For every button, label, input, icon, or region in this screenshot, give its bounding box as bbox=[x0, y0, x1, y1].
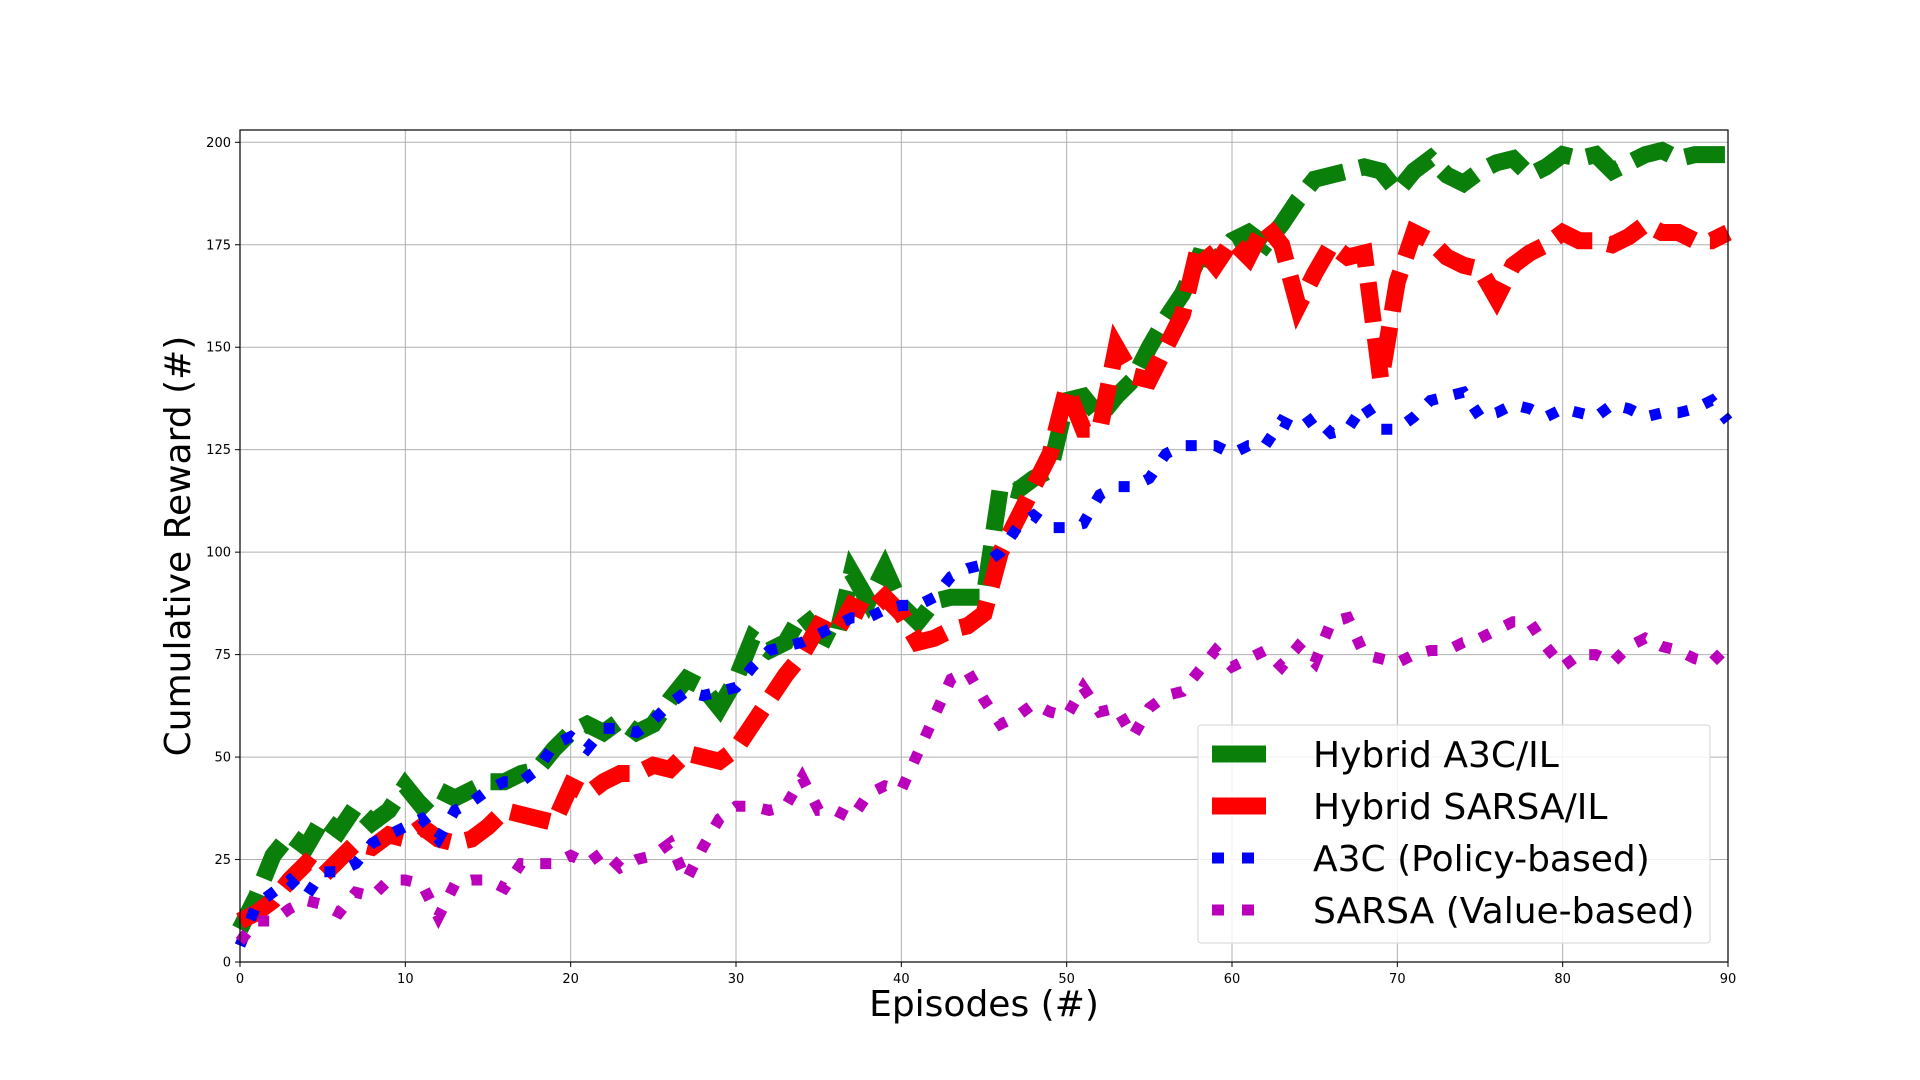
x-tick-label: 70 bbox=[1389, 972, 1406, 987]
x-tick-label: 40 bbox=[893, 972, 910, 987]
x-tick-label: 20 bbox=[562, 972, 579, 987]
y-tick-label: 50 bbox=[214, 751, 231, 766]
x-tick-label: 50 bbox=[1058, 972, 1075, 987]
y-tick-label: 75 bbox=[214, 648, 231, 663]
y-tick-label: 25 bbox=[214, 853, 231, 868]
y-axis-label: Cumulative Reward (#) bbox=[158, 336, 199, 757]
y-tick-label: 0 bbox=[223, 956, 231, 971]
x-tick-label: 80 bbox=[1554, 972, 1571, 987]
x-tick-label: 30 bbox=[728, 972, 745, 987]
series-line-hybrid-sarsa-il bbox=[236, 208, 1732, 929]
y-tick-label: 175 bbox=[206, 238, 231, 253]
y-tick-label: 200 bbox=[206, 136, 231, 151]
legend-box bbox=[1197, 724, 1711, 944]
y-tick-label: 150 bbox=[206, 341, 231, 356]
legend: Hybrid A3C/IL Hybrid SARSA/IL A3C (Policy-… bbox=[1197, 724, 1711, 944]
legend-label-a3c-policy-based: A3C (Policy-based) bbox=[1313, 839, 1650, 880]
y-tick-label: 100 bbox=[206, 546, 231, 561]
legend-label-hybrid-a3c-il: Hybrid A3C/IL bbox=[1313, 735, 1559, 776]
x-tick-labels: 0 10 20 30 40 50 60 70 80 90 bbox=[236, 962, 1736, 987]
plot-frame bbox=[239, 129, 1729, 963]
y-tick-label: 125 bbox=[206, 443, 231, 458]
x-tick-label: 90 bbox=[1720, 972, 1737, 987]
legend-label-hybrid-sarsa-il: Hybrid SARSA/IL bbox=[1313, 787, 1607, 828]
series-layer bbox=[232, 141, 1733, 948]
series-line-sarsa-value-based bbox=[235, 611, 1732, 945]
legend-label-sarsa-value-based: SARSA (Value-based) bbox=[1313, 891, 1694, 932]
x-tick-label: 0 bbox=[236, 972, 244, 987]
x-tick-label: 60 bbox=[1224, 972, 1241, 987]
x-axis-label: Episodes (#) bbox=[869, 984, 1099, 1025]
x-tick-label: 10 bbox=[397, 972, 414, 987]
y-tick-labels: 0 25 50 75 100 125 150 175 200 bbox=[206, 136, 240, 971]
